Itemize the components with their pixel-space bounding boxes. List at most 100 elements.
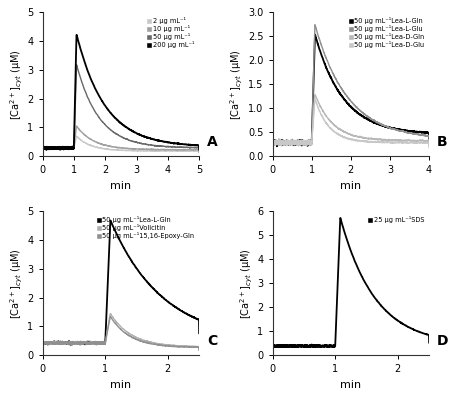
2 μg mL⁻¹ bbox=[100, 146, 106, 151]
10 μg mL⁻¹ bbox=[40, 146, 45, 150]
Y-axis label: [Ca$^{2+}$]$_{cyt}$ (μM): [Ca$^{2+}$]$_{cyt}$ (μM) bbox=[229, 49, 245, 120]
50 μg mL⁻¹ bbox=[193, 145, 199, 150]
50 μg mL⁻¹15,16-Epoxy-Gln bbox=[193, 345, 199, 350]
50 μg mL⁻¹Lea-D-Glu bbox=[406, 140, 412, 145]
Line: 50 μg mL⁻¹Volicitin: 50 μg mL⁻¹Volicitin bbox=[43, 314, 199, 350]
25 μg mL⁻¹SDS bbox=[270, 344, 275, 349]
50 μg mL⁻¹Lea-D-Gln bbox=[287, 140, 293, 144]
50 μg mL⁻¹Lea-D-Gln bbox=[406, 138, 412, 143]
50 μg mL⁻¹Lea-L-Gln bbox=[108, 218, 113, 223]
50 μg mL⁻¹Lea-L-Gln bbox=[40, 341, 45, 346]
50 μg mL⁻¹15,16-Epoxy-Gln bbox=[197, 348, 202, 353]
50 μg mL⁻¹Lea-D-Glu bbox=[287, 140, 293, 144]
10 μg mL⁻¹ bbox=[176, 147, 182, 152]
Line: 50 μg mL⁻¹Lea-L-Gln: 50 μg mL⁻¹Lea-L-Gln bbox=[43, 220, 199, 345]
50 μg mL⁻¹Lea-D-Gln bbox=[297, 139, 303, 144]
50 μg mL⁻¹15,16-Epoxy-Gln bbox=[107, 314, 113, 319]
25 μg mL⁻¹SDS bbox=[330, 343, 335, 348]
50 μg mL⁻¹Lea-L-Gln bbox=[100, 341, 106, 346]
25 μg mL⁻¹SDS bbox=[407, 325, 412, 330]
200 μg mL⁻¹ bbox=[193, 143, 199, 148]
50 μg mL⁻¹15,16-Epoxy-Gln bbox=[176, 344, 182, 349]
50 μg mL⁻¹15,16-Epoxy-Gln bbox=[100, 340, 106, 345]
2 μg mL⁻¹ bbox=[67, 146, 73, 150]
50 μg mL⁻¹Lea-L-Gln bbox=[288, 140, 293, 145]
10 μg mL⁻¹ bbox=[67, 145, 73, 150]
50 μg mL⁻¹Lea-D-Gln bbox=[337, 126, 342, 131]
X-axis label: min: min bbox=[340, 181, 361, 191]
10 μg mL⁻¹ bbox=[197, 150, 202, 155]
50 μg mL⁻¹15,16-Epoxy-Gln bbox=[58, 340, 63, 345]
50 μg mL⁻¹Lea-L-Gln bbox=[58, 340, 63, 345]
Line: 50 μg mL⁻¹: 50 μg mL⁻¹ bbox=[43, 65, 199, 151]
50 μg mL⁻¹Lea-L-Glu bbox=[305, 143, 310, 148]
Y-axis label: [Ca$^{2+}$]$_{cyt}$ (μM): [Ca$^{2+}$]$_{cyt}$ (μM) bbox=[8, 49, 25, 120]
Y-axis label: [Ca$^{2+}$]$_{cyt}$ (μM): [Ca$^{2+}$]$_{cyt}$ (μM) bbox=[8, 248, 25, 319]
50 μg mL⁻¹Volicitin bbox=[197, 347, 202, 352]
200 μg mL⁻¹ bbox=[67, 146, 73, 150]
50 μg mL⁻¹Volicitin bbox=[100, 341, 106, 345]
X-axis label: min: min bbox=[110, 380, 132, 390]
50 μg mL⁻¹ bbox=[58, 145, 63, 150]
50 μg mL⁻¹Lea-L-Gln bbox=[337, 90, 342, 95]
Text: B: B bbox=[437, 135, 447, 149]
Text: D: D bbox=[437, 334, 448, 348]
Legend: 2 μg mL⁻¹, 10 μg mL⁻¹, 50 μg mL⁻¹, 200 μg mL⁻¹: 2 μg mL⁻¹, 10 μg mL⁻¹, 50 μg mL⁻¹, 200 μ… bbox=[146, 16, 196, 49]
50 μg mL⁻¹Lea-L-Gln bbox=[176, 307, 182, 312]
50 μg mL⁻¹ bbox=[176, 145, 182, 150]
Line: 50 μg mL⁻¹15,16-Epoxy-Gln: 50 μg mL⁻¹15,16-Epoxy-Gln bbox=[43, 316, 199, 350]
50 μg mL⁻¹Lea-D-Gln bbox=[330, 121, 335, 126]
50 μg mL⁻¹Lea-L-Gln bbox=[312, 32, 318, 37]
50 μg mL⁻¹15,16-Epoxy-Gln bbox=[67, 341, 73, 346]
50 μg mL⁻¹Volicitin bbox=[106, 316, 112, 321]
25 μg mL⁻¹SDS bbox=[297, 343, 303, 347]
Line: 2 μg mL⁻¹: 2 μg mL⁻¹ bbox=[43, 136, 199, 153]
2 μg mL⁻¹ bbox=[40, 145, 45, 150]
25 μg mL⁻¹SDS bbox=[338, 216, 343, 220]
50 μg mL⁻¹Lea-D-Gln bbox=[423, 139, 429, 143]
Line: 50 μg mL⁻¹Lea-L-Glu: 50 μg mL⁻¹Lea-L-Glu bbox=[272, 25, 429, 146]
200 μg mL⁻¹ bbox=[107, 109, 112, 114]
25 μg mL⁻¹SDS bbox=[337, 235, 342, 240]
Text: C: C bbox=[207, 334, 217, 348]
2 μg mL⁻¹ bbox=[197, 150, 202, 155]
50 μg mL⁻¹Lea-L-Gln bbox=[193, 316, 199, 321]
50 μg mL⁻¹ bbox=[40, 146, 45, 150]
25 μg mL⁻¹SDS bbox=[426, 340, 432, 345]
50 μg mL⁻¹Lea-D-Glu bbox=[426, 145, 432, 150]
50 μg mL⁻¹Volicitin bbox=[193, 344, 199, 349]
50 μg mL⁻¹Lea-L-Gln bbox=[407, 129, 412, 134]
200 μg mL⁻¹ bbox=[40, 146, 45, 150]
25 μg mL⁻¹SDS bbox=[279, 345, 285, 349]
Legend: 50 μg mL⁻¹Lea-L-Gln, 50 μg mL⁻¹Lea-L-Glu, 50 μg mL⁻¹Lea-D-Gln, 50 μg mL⁻¹Lea-D-G: 50 μg mL⁻¹Lea-L-Gln, 50 μg mL⁻¹Lea-L-Glu… bbox=[347, 16, 426, 49]
X-axis label: min: min bbox=[110, 181, 132, 191]
Y-axis label: [Ca$^{2+}$]$_{cyt}$ (μM): [Ca$^{2+}$]$_{cyt}$ (μM) bbox=[238, 248, 255, 319]
50 μg mL⁻¹Volicitin bbox=[107, 311, 113, 316]
50 μg mL⁻¹Lea-L-Gln bbox=[197, 331, 202, 336]
200 μg mL⁻¹ bbox=[43, 148, 49, 152]
50 μg mL⁻¹Lea-L-Gln bbox=[297, 142, 303, 146]
50 μg mL⁻¹Lea-D-Gln bbox=[270, 140, 275, 145]
50 μg mL⁻¹Lea-L-Glu bbox=[270, 139, 275, 144]
50 μg mL⁻¹ bbox=[107, 127, 112, 131]
200 μg mL⁻¹ bbox=[58, 145, 63, 150]
200 μg mL⁻¹ bbox=[176, 141, 182, 146]
50 μg mL⁻¹Lea-L-Gln bbox=[68, 342, 73, 347]
50 μg mL⁻¹Lea-L-Glu bbox=[426, 141, 432, 146]
25 μg mL⁻¹SDS bbox=[423, 332, 429, 337]
50 μg mL⁻¹ bbox=[67, 146, 73, 151]
2 μg mL⁻¹ bbox=[58, 146, 63, 151]
Text: A: A bbox=[207, 135, 218, 149]
25 μg mL⁻¹SDS bbox=[288, 343, 293, 348]
Line: 200 μg mL⁻¹: 200 μg mL⁻¹ bbox=[43, 35, 199, 150]
50 μg mL⁻¹Lea-L-Gln bbox=[426, 139, 432, 144]
50 μg mL⁻¹Lea-L-Glu bbox=[297, 140, 303, 145]
10 μg mL⁻¹ bbox=[100, 142, 106, 147]
50 μg mL⁻¹Lea-D-Gln bbox=[426, 144, 432, 149]
50 μg mL⁻¹Lea-D-Glu bbox=[337, 133, 342, 138]
50 μg mL⁻¹Lea-L-Glu bbox=[330, 70, 335, 75]
50 μg mL⁻¹Lea-D-Glu bbox=[423, 140, 429, 145]
50 μg mL⁻¹Lea-L-Gln bbox=[107, 237, 112, 242]
Line: 25 μg mL⁻¹SDS: 25 μg mL⁻¹SDS bbox=[272, 218, 429, 347]
50 μg mL⁻¹Lea-L-Gln bbox=[423, 130, 429, 135]
